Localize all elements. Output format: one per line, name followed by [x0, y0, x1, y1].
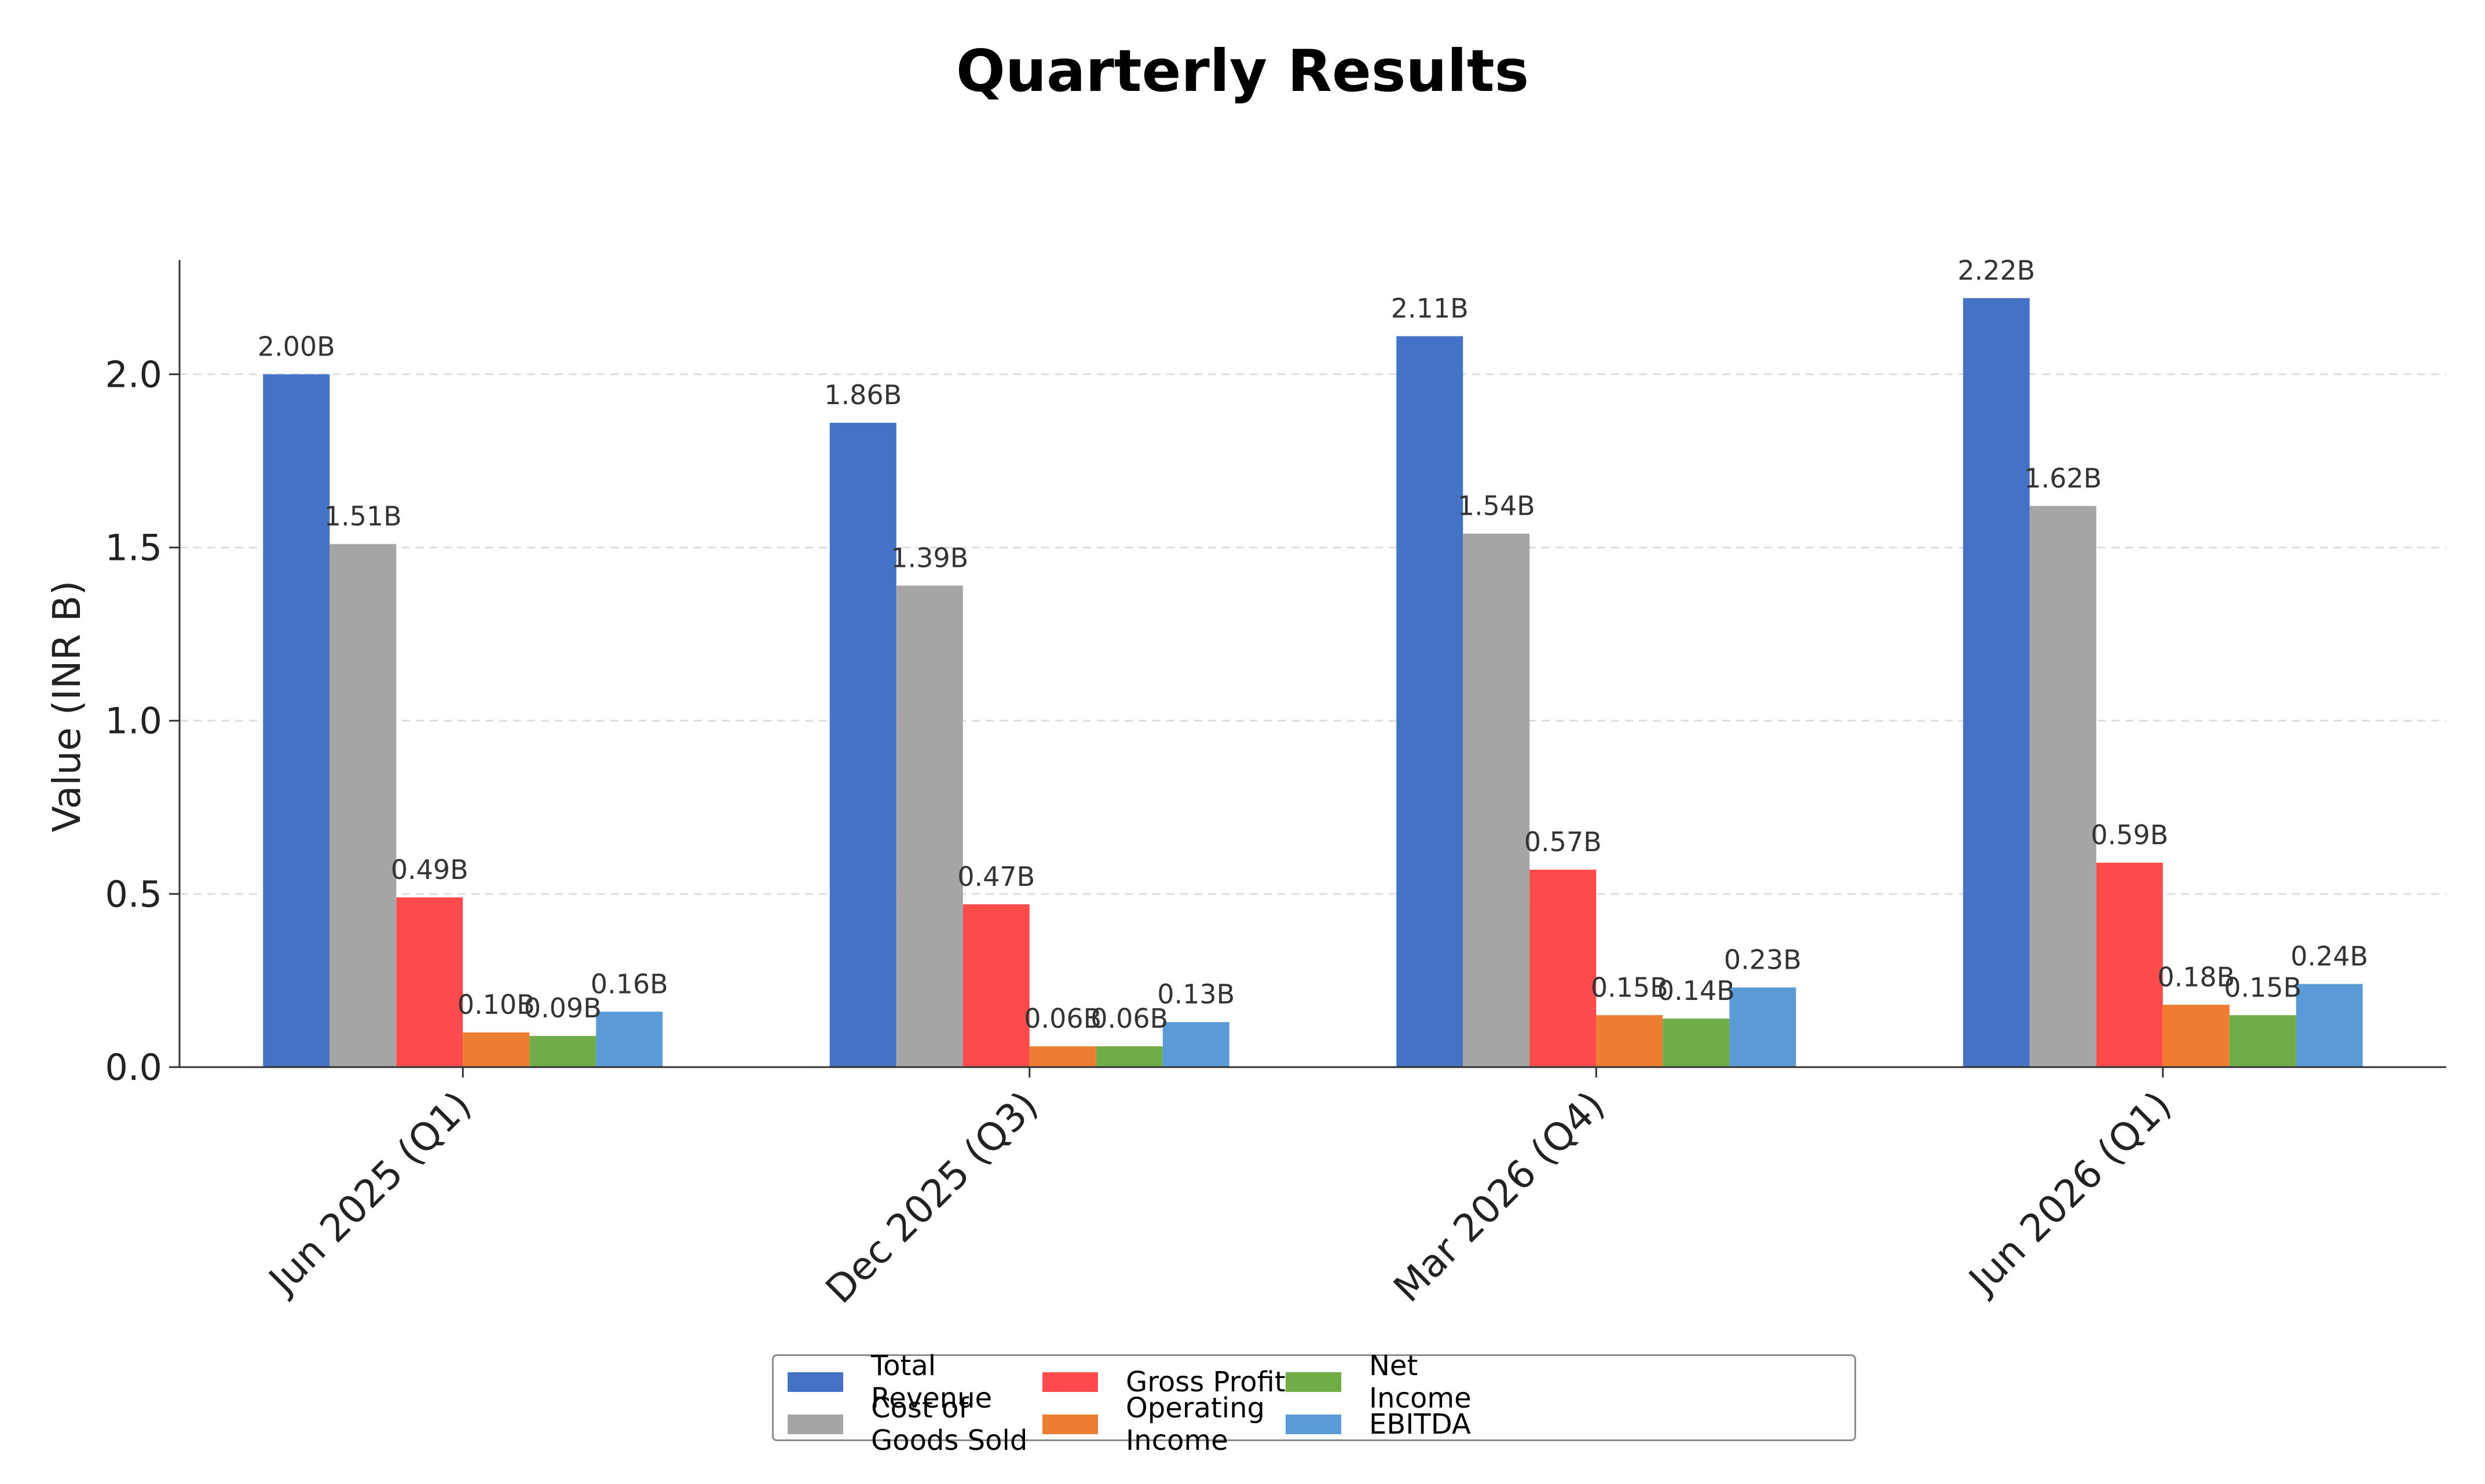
legend-swatch [1286, 1372, 1341, 1392]
bar [1396, 336, 1463, 1067]
bar [1096, 1046, 1163, 1067]
bar [2162, 1005, 2230, 1067]
legend-label: EBITDA [1369, 1408, 1471, 1441]
legend-label: Cost of Goods Sold [871, 1391, 1028, 1457]
legend-item: Operating Income [1042, 1392, 1286, 1457]
legend-item: Gross Profit [1042, 1361, 1286, 1403]
x-tick-label: Jun 2026 (Q1) [1959, 1083, 2180, 1303]
data-label: 1.86B [824, 379, 902, 411]
chart-title: Quarterly Results [956, 37, 1529, 105]
data-label: 0.16B [591, 968, 668, 999]
bars [263, 298, 2363, 1067]
y-tick-label: 2.0 [105, 353, 162, 395]
legend-label: Gross Profit [1126, 1365, 1286, 1398]
data-label: 2.22B [1957, 255, 2035, 286]
bar [596, 1012, 663, 1067]
grid-lines [180, 373, 2446, 895]
data-label: 0.23B [1724, 944, 1802, 975]
data-label: 0.47B [957, 861, 1035, 892]
bar [529, 1036, 596, 1067]
legend-label: Total Revenue [871, 1349, 993, 1415]
legend-swatch [788, 1414, 843, 1434]
bar [263, 374, 330, 1067]
data-label: 0.15B [1591, 972, 1668, 1003]
bar [2229, 1015, 2296, 1067]
data-label: 2.11B [1391, 293, 1469, 324]
y-tick-label: 1.5 [105, 527, 162, 569]
y-tick-label: 0.0 [105, 1046, 162, 1089]
bar [1596, 1015, 1663, 1067]
y-tick-label: 0.5 [105, 873, 162, 915]
data-label: 1.51B [324, 501, 402, 532]
bar [2029, 505, 2096, 1067]
bar [1729, 987, 1796, 1067]
data-label: 1.39B [891, 542, 968, 573]
data-label: 0.14B [1657, 975, 1735, 1006]
bar [2096, 863, 2163, 1067]
y-axis-label: Value (INR B) [45, 581, 89, 833]
x-tick-label: Jun 2025 (Q1) [259, 1083, 480, 1303]
legend-swatch [1042, 1414, 1098, 1434]
bar [896, 585, 963, 1067]
bar [1963, 298, 2030, 1067]
legend-label: Operating Income [1126, 1391, 1265, 1457]
data-label: 0.24B [2290, 940, 2368, 972]
bar [2296, 984, 2363, 1067]
bar [330, 544, 397, 1067]
legend: Total Revenue Gross Profit Net Income Cost … [772, 1350, 1856, 1457]
legend-label: Net Income [1369, 1349, 1472, 1415]
data-label: 2.00B [258, 331, 335, 362]
data-label: 1.54B [1458, 490, 1535, 522]
y-tick-label: 1.0 [105, 700, 162, 742]
bar [1463, 533, 1530, 1067]
data-label: 0.06B [1090, 1003, 1168, 1034]
bar [1029, 1046, 1096, 1067]
x-tick-label: Dec 2025 (Q3) [817, 1083, 1046, 1312]
data-label: 0.18B [2157, 961, 2235, 992]
legend-swatch [1042, 1372, 1098, 1392]
legend-item: Total Revenue [788, 1350, 1042, 1415]
bar [1162, 1022, 1229, 1067]
legend-item: EBITDA [1286, 1403, 1506, 1445]
data-label: 0.49B [391, 854, 469, 885]
legend-swatch [1286, 1414, 1341, 1434]
data-label: 0.10B [458, 989, 535, 1020]
data-label: 0.06B [1024, 1003, 1101, 1034]
bar [829, 423, 896, 1067]
data-label: 1.62B [2024, 463, 2102, 494]
data-label: 0.13B [1157, 979, 1235, 1010]
data-label: 0.15B [2224, 972, 2301, 1003]
bar [1529, 869, 1597, 1067]
bar [1663, 1018, 1730, 1067]
bar [962, 904, 1030, 1067]
data-label: 0.57B [1524, 826, 1602, 858]
bar [396, 897, 463, 1067]
legend-item: Cost of Goods Sold [788, 1392, 1042, 1457]
data-label: 0.09B [524, 992, 602, 1024]
legend-item: Net Income [1286, 1350, 1506, 1415]
x-tick-label: Mar 2026 (Q4) [1385, 1083, 1613, 1311]
data-label: 0.59B [2091, 819, 2168, 851]
bar [463, 1032, 530, 1067]
legend-swatch [788, 1372, 843, 1392]
